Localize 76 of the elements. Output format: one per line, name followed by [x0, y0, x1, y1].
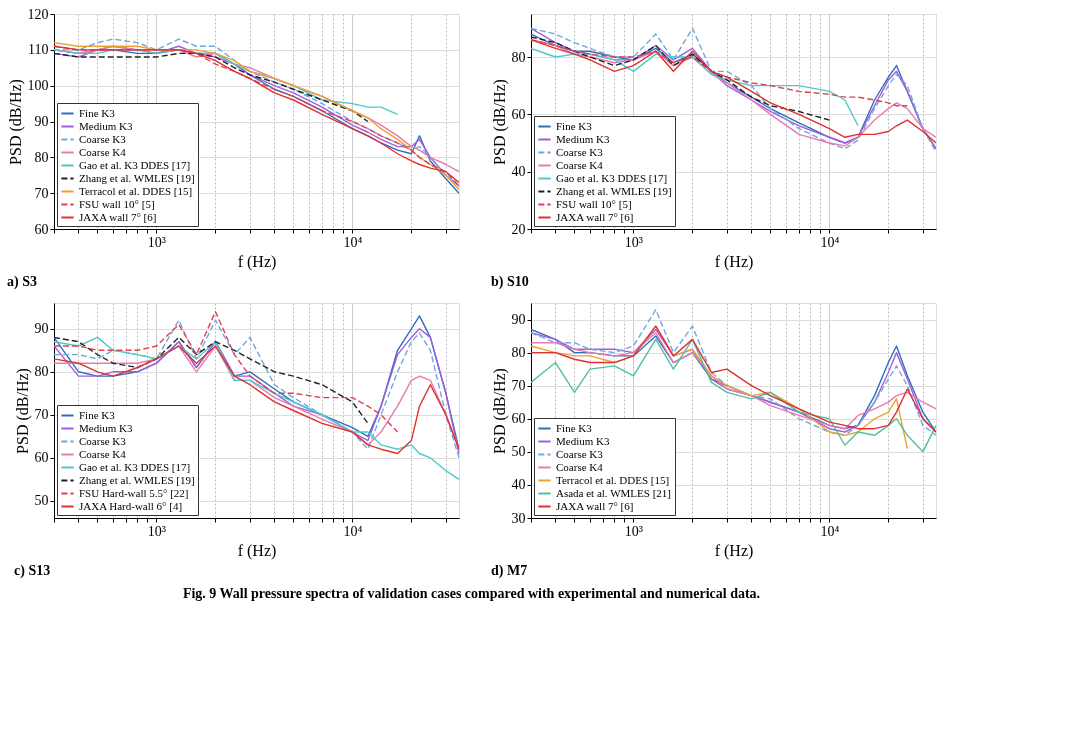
legend-label: Gao et al. K3 DDES [17]: [79, 158, 191, 171]
legend-label: Terracol et al. DDES [15]: [556, 473, 670, 486]
caption: Fig. 9 Wall pressure spectra of validation cases compared with experimental and numerical data.: [182, 585, 761, 601]
x-tick-label: 10⁴: [820, 523, 840, 539]
y-tick-label: 20: [511, 221, 526, 237]
legend-label: Fine K3: [556, 119, 593, 132]
legend-label: JAXA Hard-wall 6° [4]: [79, 499, 183, 512]
x-axis-title: f (Hz): [237, 252, 277, 271]
legend-label: Coarse K3: [79, 434, 127, 447]
y-tick-label: 90: [34, 114, 49, 129]
y-tick-label: 60: [34, 450, 49, 466]
y-tick-label: 40: [511, 164, 526, 180]
text: c) S13: [14, 563, 51, 579]
y-tick-label: 110: [28, 42, 49, 58]
x-tick-label: 10⁴: [343, 523, 363, 539]
legend-label: JAXA wall 7° [6]: [556, 210, 634, 223]
y-tick-label: 50: [511, 444, 526, 460]
x-axis-title: f (Hz): [237, 541, 277, 560]
y-tick-label: 80: [511, 49, 526, 65]
y-tick-label: 60: [34, 221, 49, 237]
legend-label: Zhang et al. WMLES [19]: [556, 184, 672, 197]
legend-label: Fine K3: [79, 106, 116, 119]
y-tick-label: 80: [34, 149, 49, 165]
legend-label: JAXA wall 7° [6]: [79, 210, 157, 223]
legend-label: Coarse K3: [556, 145, 604, 158]
y-tick-label: 60: [511, 411, 526, 427]
legend-label: Coarse K3: [79, 132, 127, 145]
y-tick-label: 70: [34, 185, 49, 201]
text: d) M7: [491, 563, 528, 579]
legend-label: JAXA wall 7° [6]: [556, 499, 634, 512]
legend-label: Medium K3: [79, 421, 133, 434]
legend-label: Medium K3: [556, 434, 610, 447]
legend-label: Gao et al. K3 DDES [17]: [556, 171, 668, 184]
y-tick-label: 50: [34, 493, 49, 509]
legend-label: Zhang et al. WMLES [19]: [79, 473, 195, 486]
x-tick-label: 10³: [624, 523, 644, 539]
legend-label: FSU Hard-wall 5.5° [22]: [79, 486, 189, 499]
y-tick-label: 90: [34, 321, 49, 337]
x-tick-label: 10⁴: [820, 234, 840, 250]
x-tick-label: 10⁴: [343, 234, 363, 250]
legend-label: Coarse K4: [556, 460, 604, 473]
legend-label: Gao et al. K3 DDES [17]: [79, 460, 191, 473]
x-axis-title: f (Hz): [714, 252, 754, 271]
legend-label: Medium K3: [79, 119, 133, 132]
y-tick-label: 100: [27, 78, 49, 94]
y-tick-label: 70: [34, 407, 49, 423]
y-tick-label: 70: [511, 378, 526, 394]
legend-label: Terracol et al. DDES [15]: [79, 184, 193, 197]
x-tick-label: 10³: [624, 234, 644, 250]
text: a) S3: [7, 274, 37, 290]
x-axis-title: f (Hz): [714, 541, 754, 560]
legend-label: Coarse K4: [556, 158, 604, 171]
y-axis-title: PSD (dB/Hz): [490, 79, 509, 165]
legend-label: Coarse K3: [556, 447, 604, 460]
x-tick-label: 10³: [147, 234, 167, 250]
x-tick-label: 10³: [147, 523, 167, 539]
y-tick-label: 30: [511, 510, 526, 526]
legend-label: Fine K3: [556, 421, 593, 434]
y-axis-title: PSD (dB/Hz): [13, 368, 32, 454]
text: b) S10: [491, 274, 529, 290]
legend-label: Coarse K4: [79, 447, 127, 460]
y-tick-label: 60: [511, 106, 526, 122]
legend-label: Medium K3: [556, 132, 610, 145]
legend-label: Fine K3: [79, 408, 116, 421]
y-tick-label: 40: [511, 477, 526, 493]
legend-label: Coarse K4: [79, 145, 127, 158]
y-axis-title: PSD (dB/Hz): [6, 79, 25, 165]
legend-label: FSU wall 10° [5]: [556, 197, 632, 210]
y-tick-label: 80: [511, 345, 526, 361]
legend-label: FSU wall 10° [5]: [79, 197, 155, 210]
y-tick-label: 90: [511, 312, 526, 328]
y-tick-label: 120: [27, 6, 49, 22]
legend-label: Zhang et al. WMLES [19]: [79, 171, 195, 184]
y-axis-title: PSD (dB/Hz): [490, 368, 509, 454]
legend-label: Asada et al. WMLES [21]: [556, 486, 671, 499]
y-tick-label: 80: [34, 364, 49, 380]
